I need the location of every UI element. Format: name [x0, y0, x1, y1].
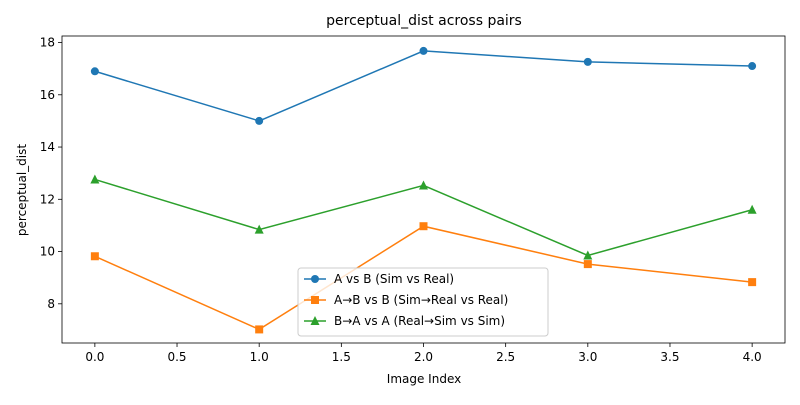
series-1	[90, 46, 757, 125]
x-tick-label: 1.0	[250, 350, 269, 364]
data-point	[748, 62, 757, 71]
series-line	[94, 178, 753, 257]
legend: A vs B (Sim vs Real) A→B vs B (Sim→Real v…	[297, 267, 549, 337]
data-point	[747, 204, 757, 214]
x-tick-label: 3.0	[578, 350, 597, 364]
y-tick-label: 14	[40, 140, 55, 154]
data-point	[748, 278, 757, 287]
x-tick-label: 4.0	[743, 350, 762, 364]
data-point	[255, 116, 264, 125]
legend-marker	[311, 296, 319, 304]
series-2	[90, 222, 757, 334]
y-axis-label: perceptual_dist	[15, 144, 29, 236]
x-tick-label: 1.5	[332, 350, 351, 364]
data-point	[254, 224, 264, 234]
x-tick-label: 2.5	[496, 350, 515, 364]
y-tick-label: 10	[40, 245, 55, 259]
data-point	[90, 174, 100, 184]
data-point	[90, 252, 99, 261]
data-point	[419, 46, 428, 55]
data-point	[255, 325, 264, 334]
y-tick-label: 16	[40, 88, 55, 102]
data-point	[583, 57, 592, 66]
series-line	[94, 50, 753, 122]
data-point	[90, 67, 99, 76]
legend-box	[297, 267, 549, 337]
data-point	[419, 222, 428, 231]
legend-label: B→A vs A (Real→Sim vs Sim)	[334, 314, 505, 328]
legend-label: A vs B (Sim vs Real)	[334, 272, 454, 286]
legend-item: B→A vs A (Real→Sim vs Sim)	[304, 314, 505, 328]
series-3	[90, 174, 757, 260]
y-tick-label: 18	[40, 36, 55, 50]
x-tick-label: 0.0	[85, 350, 104, 364]
plot-area: 0.0 0.5 1.0 1.5 2.0 2.5 3.0 3.5 4.0 8 10 12 14 16 18	[40, 36, 786, 364]
data-point	[583, 250, 593, 260]
x-tick-label: 2.0	[414, 350, 433, 364]
data-point	[583, 260, 592, 269]
y-tick-label: 12	[40, 192, 55, 206]
legend-marker	[310, 316, 320, 325]
y-tick-label: 8	[47, 297, 55, 311]
legend-label: A→B vs B (Sim→Real vs Real)	[334, 293, 508, 307]
x-tick-label: 3.5	[660, 350, 679, 364]
x-tick-label: 0.5	[167, 350, 186, 364]
data-point	[419, 180, 428, 190]
x-axis-label: Image Index	[387, 372, 461, 386]
legend-item: A vs B (Sim vs Real)	[304, 272, 454, 286]
legend-marker	[311, 275, 319, 283]
legend-item: A→B vs B (Sim→Real vs Real)	[304, 293, 508, 307]
chart-title: perceptual_dist across pairs	[326, 13, 522, 29]
